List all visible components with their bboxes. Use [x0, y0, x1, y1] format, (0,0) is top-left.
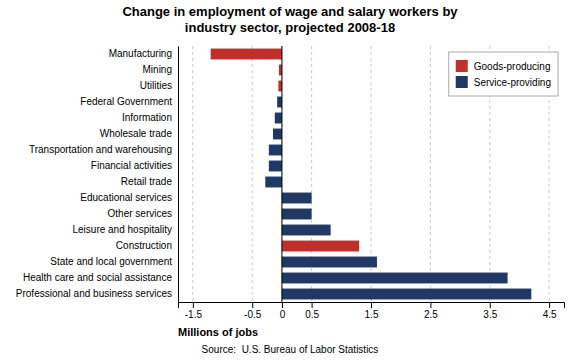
bar: [273, 129, 282, 140]
bar: [278, 81, 282, 92]
bar: [269, 161, 282, 172]
y-tick: Utilities: [140, 80, 172, 91]
legend-label: Service-providing: [474, 77, 551, 88]
x-tick-label: 4.5: [543, 309, 557, 320]
y-tick-label: Wholesale trade: [100, 128, 173, 139]
chart: -1.5 -0.5 0 0.5 1.5 2.5 3.5 4.5 Manufacturing Min…: [0, 0, 580, 360]
grid-line: [192, 46, 193, 302]
y-tick: Other services: [108, 208, 172, 219]
legend-swatch: [456, 60, 468, 72]
bar: [277, 97, 282, 108]
grid-line: [430, 46, 431, 302]
bar: [265, 177, 282, 188]
y-tick-label: Construction: [116, 240, 172, 251]
y-tick: Information: [122, 112, 172, 123]
y-tick-label: Manufacturing: [109, 48, 172, 59]
x-tick-mark: [252, 302, 253, 308]
x-tick-label: 0.5: [305, 309, 319, 320]
x-tick: 1.5: [365, 302, 379, 320]
bar: [275, 113, 282, 124]
y-tick: Leisure and hospitality: [72, 224, 172, 235]
y-tick: Federal Government: [80, 96, 172, 107]
x-tick: 2.5: [424, 302, 438, 320]
x-tick-label: -1.5: [185, 309, 203, 320]
x-tick: -0.5: [244, 302, 262, 320]
bar-series: [211, 49, 359, 252]
x-axis-line: [179, 303, 565, 309]
bar: [211, 49, 282, 60]
x-tick: -1.5: [185, 302, 203, 320]
y-tick-label: Leisure and hospitality: [72, 224, 172, 235]
y-tick: Mining: [143, 64, 172, 75]
y-tick: State and local government: [50, 256, 172, 267]
y-tick: Financial activities: [91, 160, 172, 171]
bar: [282, 225, 331, 236]
x-axis: -1.5 -0.5 0 0.5 1.5 2.5 3.5 4.5: [179, 302, 565, 320]
x-tick-mark: [430, 302, 431, 308]
bar-series: [265, 97, 531, 300]
y-tick-label: Utilities: [140, 80, 172, 91]
baseline: [281, 46, 282, 302]
x-tick-mark: [193, 302, 194, 308]
y-tick-label: Educational services: [80, 192, 172, 203]
y-axis: Manufacturing Mining Utilities Federal Gove…: [16, 47, 179, 303]
legend-label: Goods-producing: [474, 61, 551, 72]
plot: -1.5 -0.5 0 0.5 1.5 2.5 3.5 4.5 Manufacturing Min…: [16, 46, 565, 320]
title-line: Change in employment of wage and salary …: [122, 4, 458, 19]
x-tick-label: -0.5: [244, 309, 262, 320]
y-tick: Educational services: [80, 192, 172, 203]
y-tick: Professional and business services: [16, 288, 172, 299]
y-tick: Transportation and warehousing: [29, 144, 172, 155]
y-tick-label: Health care and social assistance: [23, 272, 172, 283]
x-tick-mark: [371, 302, 372, 308]
title: Change in employment of wage and salary …: [122, 4, 458, 35]
legend-swatch: [456, 76, 468, 88]
x-tick: 3.5: [483, 302, 497, 320]
legend: Goods-producing Service-providing: [449, 52, 558, 96]
bar: [282, 241, 359, 252]
x-tick-mark: [490, 302, 491, 308]
y-tick-label: Transportation and warehousing: [29, 144, 172, 155]
bar: [282, 273, 508, 284]
x-tick-mark: [312, 302, 313, 308]
y-tick: Manufacturing: [109, 48, 172, 59]
x-axis-label: Millions of jobs: [178, 326, 258, 338]
x-tick-label: 2.5: [424, 309, 438, 320]
x-tick-label: 0: [280, 309, 286, 320]
y-tick: Health care and social assistance: [23, 272, 172, 283]
y-tick-label: Mining: [143, 64, 172, 75]
grid-line: [281, 46, 282, 302]
bar: [282, 257, 377, 268]
x-tick-mark: [282, 302, 283, 308]
x-tick: 0.5: [305, 302, 319, 320]
x-tick: 4.5: [543, 302, 557, 320]
y-tick-label: Federal Government: [80, 96, 172, 107]
grid-line: [252, 46, 253, 302]
title-line: industry sector, projected 2008-18: [185, 20, 395, 35]
bar: [282, 209, 312, 220]
y-tick-label: Information: [122, 112, 172, 123]
bar: [282, 289, 531, 300]
y-tick-label: Professional and business services: [16, 288, 172, 299]
x-tick: 0: [280, 302, 286, 320]
x-tick-label: 1.5: [365, 309, 379, 320]
y-tick: Retail trade: [121, 176, 173, 187]
x-tick-label: 3.5: [483, 309, 497, 320]
y-axis-line: [178, 47, 179, 303]
x-tick-mark: [549, 302, 550, 308]
bar: [282, 193, 312, 204]
y-tick-label: State and local government: [50, 256, 172, 267]
bar: [269, 145, 282, 156]
y-tick: Construction: [116, 240, 172, 251]
y-tick-label: Other services: [108, 208, 172, 219]
y-tick-label: Financial activities: [91, 160, 172, 171]
y-tick: Wholesale trade: [100, 128, 173, 139]
source: Source: U.S. Bureau of Labor Statistics: [202, 344, 379, 355]
y-tick-label: Retail trade: [121, 176, 173, 187]
legend-box: [449, 52, 558, 96]
